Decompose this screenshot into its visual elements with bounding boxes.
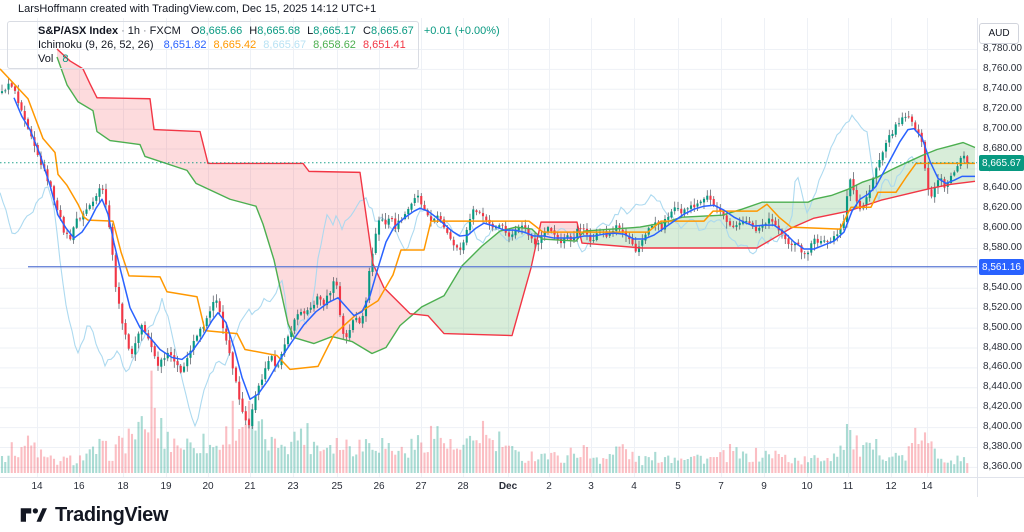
time-axis-label: 16 <box>73 481 85 492</box>
ohlc-item: H8,665.68 <box>249 25 301 37</box>
volume-bars <box>0 370 969 473</box>
indicator-row[interactable]: Ichimoku (9, 26, 52, 26) 8,651.82 8,665.4… <box>38 38 418 52</box>
price-axis-label: 8,620.00 <box>983 202 1022 213</box>
price-axis-label: 8,740.00 <box>983 83 1022 94</box>
ohlc-item: O8,665.66 <box>190 25 243 37</box>
price-badge: 8,561.16 <box>979 259 1024 275</box>
time-axis-label: 4 <box>631 481 637 492</box>
time-axis-label: 20 <box>202 481 214 492</box>
attribution-text: LarsHoffmann created with TradingView.co… <box>18 3 377 15</box>
ohlc-item: L8,665.17 <box>307 25 357 37</box>
time-axis-label: Dec <box>498 481 518 492</box>
time-axis-label: 23 <box>287 481 299 492</box>
time-axis-label: 14 <box>31 481 43 492</box>
price-axis-label: 8,760.00 <box>983 63 1022 74</box>
tradingview-brand[interactable]: TradingView <box>20 503 168 527</box>
brand-name: TradingView <box>55 503 169 526</box>
separator: · <box>121 25 125 37</box>
price-axis-label: 8,520.00 <box>983 302 1022 313</box>
senkou-b-line <box>56 48 976 337</box>
volume-label: Vol <box>38 53 54 65</box>
time-axis-label: 21 <box>244 481 256 492</box>
ohlc-item: C8,665.67 <box>363 25 414 37</box>
price-axis-label: 8,480.00 <box>983 342 1022 353</box>
time-axis-label: 2 <box>546 481 552 492</box>
indicator-value: 8,658.62 <box>313 39 356 51</box>
price-axis-label: 8,640.00 <box>983 182 1022 193</box>
price-axis-label: 8,400.00 <box>983 421 1022 432</box>
price-axis-label: 8,380.00 <box>983 441 1022 452</box>
volume-row[interactable]: Vol 8 <box>38 52 418 66</box>
legend-panel: S&P/ASX Index · 1h · FXCM O8,665.66 H8,665.68… <box>7 21 500 69</box>
kijun-line <box>0 68 975 371</box>
time-axis-label: 3 <box>588 481 594 492</box>
separator: · <box>143 25 147 37</box>
indicator-value: 8,651.41 <box>362 39 406 51</box>
symbol-name: S&P/ASX Index <box>38 25 119 37</box>
time-axis-label: 14 <box>921 481 933 492</box>
price-axis-label: 8,700.00 <box>983 123 1022 134</box>
time-axis-label: 11 <box>842 481 854 492</box>
price-axis-label: 8,540.00 <box>983 282 1022 293</box>
time-axis-label: 7 <box>718 481 724 492</box>
chart-canvas[interactable] <box>0 0 1024 500</box>
ohlc-values: O8,665.66 H8,665.68 L8,665.17 C8,665.67 <box>184 25 414 37</box>
interval-label[interactable]: 1h <box>127 25 140 37</box>
price-axis-label: 8,720.00 <box>983 103 1022 114</box>
price-axis-label: 8,680.00 <box>983 143 1022 154</box>
price-axis-label: 8,440.00 <box>983 381 1022 392</box>
currency-button[interactable]: AUD <box>979 23 1019 44</box>
price-axis-label: 8,500.00 <box>983 322 1022 333</box>
price-axis-label: 8,360.00 <box>983 461 1022 472</box>
tenkan-line <box>13 97 975 400</box>
time-axis-label: 19 <box>160 481 172 492</box>
time-axis-label: 10 <box>801 481 813 492</box>
price-axis-label: 8,420.00 <box>983 401 1022 412</box>
indicator-value: 8,651.82 <box>163 39 207 51</box>
time-axis-label: 28 <box>457 481 469 492</box>
time-axis-label: 26 <box>373 481 385 492</box>
volume-value: 8 <box>62 53 69 65</box>
time-axis-label: 18 <box>117 481 129 492</box>
time-axis-label: 5 <box>675 481 681 492</box>
indicator-values: 8,651.82 8,665.42 8,665.67 8,658.62 8,651.41 <box>157 39 406 51</box>
price-axis-label: 8,600.00 <box>983 222 1022 233</box>
change-value: +0.01 (+0.00%) <box>423 25 500 37</box>
tradingview-logo-icon <box>20 508 47 522</box>
price-badge: 8,665.67 <box>979 155 1024 171</box>
price-axis-label: 8,460.00 <box>983 361 1022 372</box>
symbol-row[interactable]: S&P/ASX Index · 1h · FXCM O8,665.66 H8,665.68… <box>38 24 500 38</box>
indicator-value: 8,665.67 <box>263 39 307 51</box>
time-axis-label: 12 <box>885 481 897 492</box>
indicator-name: Ichimoku (9, 26, 52, 26) <box>38 39 154 51</box>
time-axis-label: 25 <box>331 481 343 492</box>
time-axis-label: 9 <box>761 481 767 492</box>
time-axis-label: 27 <box>415 481 427 492</box>
axis-separators <box>0 18 1024 497</box>
exchange-label: FXCM <box>149 25 181 37</box>
senkou-a-line <box>56 56 976 355</box>
price-axis-label: 8,780.00 <box>983 43 1022 54</box>
price-axis-label: 8,580.00 <box>983 242 1022 253</box>
indicator-value: 8,665.42 <box>213 39 257 51</box>
candles <box>0 77 969 429</box>
